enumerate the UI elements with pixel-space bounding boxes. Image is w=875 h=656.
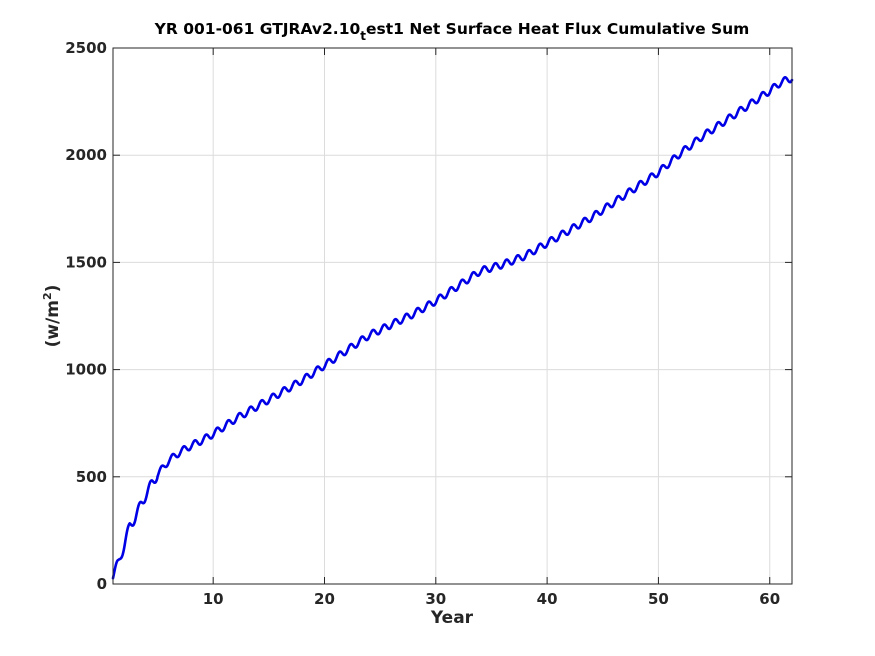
y-tick-label: 2000 — [65, 146, 107, 164]
y-tick-label: 0 — [97, 575, 107, 593]
x-axis-label: Year — [430, 608, 474, 628]
series-line-0 — [111, 76, 794, 580]
grid-lines — [113, 48, 792, 584]
x-tick-label: 50 — [648, 590, 669, 608]
y-axis-label: (w/m2) — [41, 285, 63, 348]
plot-frame — [112, 47, 793, 585]
x-tick-label: 40 — [537, 590, 558, 608]
y-axis-label-base: (w/m — [43, 300, 63, 347]
plot-area — [113, 48, 792, 584]
y-tick-label: 500 — [76, 468, 107, 486]
axis-ticks — [113, 47, 792, 585]
axis-tick-labels: 10 20 30 40 50 60 0 500 1000 1500 2000 2500 — [65, 39, 780, 608]
chart-title: YR 001-061 GTJRAv2.10test1 Net Surface H… — [154, 20, 750, 43]
x-tick-label: 30 — [425, 590, 446, 608]
series-layer — [111, 76, 794, 580]
y-tick-label: 1000 — [65, 361, 107, 379]
chart-title-rest: est1 Net Surface Heat Flux Cumulative Su… — [366, 20, 749, 38]
y-tick-label: 1500 — [65, 253, 107, 271]
y-axis-label-end: ) — [43, 285, 63, 293]
x-tick-label: 10 — [203, 590, 224, 608]
chart-title-subscript: t — [360, 29, 366, 43]
chart-title-main: YR 001-061 GTJRAv2.10 — [154, 20, 361, 38]
y-tick-label: 2500 — [65, 39, 107, 57]
x-tick-label: 20 — [314, 590, 335, 608]
y-axis-label-sup: 2 — [41, 292, 54, 300]
x-tick-label: 60 — [759, 590, 780, 608]
